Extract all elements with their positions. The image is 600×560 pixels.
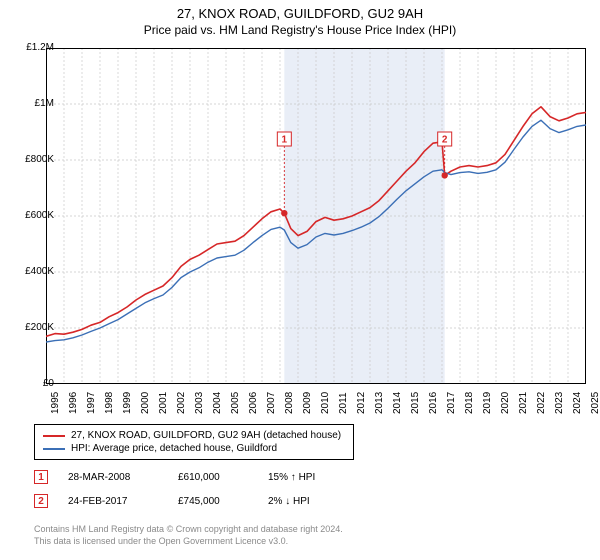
sale-marker-1: 1 (34, 470, 48, 484)
x-tick-label: 2011 (338, 392, 349, 414)
x-tick-label: 1995 (50, 392, 61, 414)
legend: 27, KNOX ROAD, GUILDFORD, GU2 9AH (detac… (34, 424, 354, 460)
x-tick-label: 2001 (158, 392, 169, 414)
x-tick-label: 2013 (374, 392, 385, 414)
chart-title: 27, KNOX ROAD, GUILDFORD, GU2 9AH (0, 0, 600, 21)
x-tick-label: 2002 (176, 392, 187, 414)
legend-swatch-property (43, 435, 65, 437)
x-tick-label: 2003 (194, 392, 205, 414)
x-tick-label: 2018 (464, 392, 475, 414)
sale-marker-2: 2 (34, 494, 48, 508)
attribution: Contains HM Land Registry data © Crown c… (34, 524, 343, 547)
x-tick-label: 2022 (536, 392, 547, 414)
x-tick-label: 2023 (554, 392, 565, 414)
svg-text:2: 2 (442, 135, 448, 146)
x-tick-label: 1998 (104, 392, 115, 414)
chart-svg: 12 (46, 48, 586, 384)
legend-label-hpi: HPI: Average price, detached house, Guil… (71, 443, 277, 454)
x-tick-label: 2005 (230, 392, 241, 414)
x-tick-label: 2025 (590, 392, 600, 414)
x-tick-label: 2021 (518, 392, 529, 414)
y-tick-label: £0 (14, 378, 54, 389)
legend-item-hpi: HPI: Average price, detached house, Guil… (43, 442, 345, 455)
y-tick-label: £600K (14, 210, 54, 221)
x-tick-label: 2009 (302, 392, 313, 414)
x-tick-label: 2016 (428, 392, 439, 414)
y-tick-label: £1.2M (14, 42, 54, 53)
x-tick-label: 2010 (320, 392, 331, 414)
x-tick-label: 2014 (392, 392, 403, 414)
y-tick-label: £200K (14, 322, 54, 333)
plot-area: 12 (46, 48, 586, 384)
x-tick-label: 1997 (86, 392, 97, 414)
x-tick-label: 2015 (410, 392, 421, 414)
sale-change-1: 15% ↑ HPI (268, 472, 338, 483)
x-tick-label: 1999 (122, 392, 133, 414)
x-tick-label: 2019 (482, 392, 493, 414)
y-tick-label: £800K (14, 154, 54, 165)
sale-price-2: £745,000 (178, 496, 248, 507)
x-tick-label: 2024 (572, 392, 583, 414)
x-tick-label: 2007 (266, 392, 277, 414)
svg-text:1: 1 (282, 135, 288, 146)
x-tick-label: 2008 (284, 392, 295, 414)
legend-label-property: 27, KNOX ROAD, GUILDFORD, GU2 9AH (detac… (71, 430, 341, 441)
x-tick-label: 2012 (356, 392, 367, 414)
sale-price-1: £610,000 (178, 472, 248, 483)
sale-row-1: 1 28-MAR-2008 £610,000 15% ↑ HPI (34, 470, 338, 484)
x-tick-label: 2004 (212, 392, 223, 414)
y-tick-label: £1M (14, 98, 54, 109)
legend-swatch-hpi (43, 448, 65, 450)
x-tick-label: 2006 (248, 392, 259, 414)
chart-subtitle: Price paid vs. HM Land Registry's House … (0, 21, 600, 37)
x-tick-label: 2020 (500, 392, 511, 414)
sale-change-2: 2% ↓ HPI (268, 496, 338, 507)
x-tick-label: 2017 (446, 392, 457, 414)
x-tick-label: 2000 (140, 392, 151, 414)
y-tick-label: £400K (14, 266, 54, 277)
legend-item-property: 27, KNOX ROAD, GUILDFORD, GU2 9AH (detac… (43, 429, 345, 442)
sale-row-2: 2 24-FEB-2017 £745,000 2% ↓ HPI (34, 494, 338, 508)
x-tick-label: 1996 (68, 392, 79, 414)
sale-date-2: 24-FEB-2017 (68, 496, 158, 507)
sale-date-1: 28-MAR-2008 (68, 472, 158, 483)
